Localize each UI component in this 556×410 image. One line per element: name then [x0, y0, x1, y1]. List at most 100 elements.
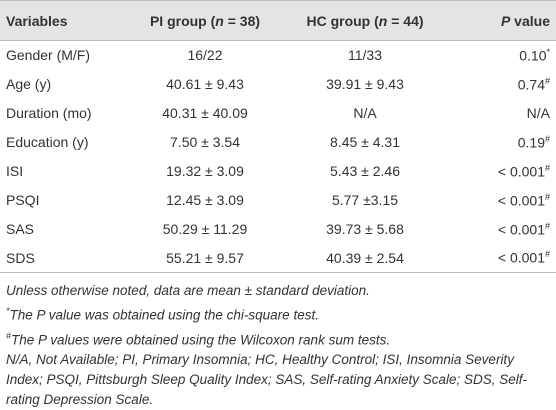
cell-text: SAS — [6, 221, 35, 237]
table-cell: Age (y) — [0, 70, 125, 99]
cell-text: SDS — [6, 249, 35, 266]
cell-mark: # — [544, 162, 550, 173]
cell-text: 16/22 — [187, 47, 223, 64]
cell-text: 12.45 ± 3.09 — [166, 192, 244, 208]
table-cell: 39.91 ± 9.43 — [285, 70, 445, 99]
cell-text: 40.31 ± 40.09 — [162, 105, 248, 121]
note-abbreviations: N/A, Not Available; PI, Primary Insomnia… — [6, 352, 527, 407]
table-cell: Education (y) — [0, 128, 125, 157]
note-mark: # — [6, 330, 12, 341]
note-mark: * — [6, 306, 10, 316]
note-summary: Unless otherwise noted, data are mean ± … — [6, 283, 370, 298]
cell-mark: # — [544, 133, 550, 144]
cell-text: 0.10 — [519, 47, 547, 64]
table-cell: 40.31 ± 40.09 — [125, 99, 285, 128]
cell-mark: * — [546, 46, 550, 57]
table-cell: 11/33 — [285, 41, 445, 70]
table-cell: < 0.001# — [445, 186, 556, 215]
cell-text: < 0.001 — [497, 250, 545, 267]
header-text: P — [500, 12, 511, 29]
table-cell: SDS — [0, 243, 125, 273]
cell-text: Gender (M/F) — [6, 47, 91, 64]
header-text: HC group ( — [306, 12, 379, 29]
table-cell: PSQI — [0, 186, 125, 215]
cell-text: < 0.001 — [497, 221, 545, 238]
cell-mark: # — [544, 249, 550, 260]
table-row: SDS 55.21 ± 9.57 40.39 ± 2.54 < 0.001# — [0, 243, 556, 273]
table-row: Gender (M/F) 16/22 11/33 0.10* — [0, 41, 556, 70]
note-hash: #The P values were obtained using the Wi… — [6, 326, 550, 351]
table-cell: ISI — [0, 157, 125, 186]
table-row: PSQI 12.45 ± 3.09 5.77 ±3.15 < 0.001# — [0, 186, 556, 215]
table-cell: 7.50 ± 3.54 — [125, 128, 285, 157]
cell-text: 7.50 ± 3.54 — [170, 134, 240, 150]
cell-text: 19.32 ± 3.09 — [166, 163, 244, 179]
cell-text: PSQI — [6, 192, 40, 208]
cell-text: 39.73 ± 5.68 — [326, 221, 404, 237]
cell-text: 50.29 ± 11.29 — [162, 221, 248, 237]
cell-text: 40.61 ± 9.43 — [166, 76, 244, 92]
cell-text: < 0.001 — [497, 192, 545, 209]
table-cell: 5.77 ±3.15 — [285, 186, 445, 215]
data-table: Variables PI group (n = 38) HC group (n … — [0, 0, 556, 273]
table-cell: Duration (mo) — [0, 99, 125, 128]
cell-text: 11/33 — [348, 47, 382, 64]
cell-text: N/A — [353, 105, 377, 121]
table-cell: 39.73 ± 5.68 — [285, 215, 445, 244]
header-cell: PI group (n = 38) — [125, 0, 285, 41]
table-row: Education (y) 7.50 ± 3.54 8.45 ± 4.31 0.19# — [0, 128, 556, 157]
cell-mark: # — [544, 220, 550, 231]
table-cell: 40.39 ± 2.54 — [285, 243, 445, 273]
table-cell: N/A — [285, 99, 445, 128]
header-text: PI group ( — [149, 12, 216, 29]
cell-text: N/A — [526, 105, 550, 121]
table-cell: 0.74# — [445, 70, 556, 99]
cell-text: Age (y) — [6, 76, 52, 92]
cell-mark: # — [544, 191, 550, 202]
note-text: The P value was obtained using the chi-s… — [9, 307, 319, 323]
header-text: n — [378, 12, 388, 29]
table-cell: 0.19# — [445, 128, 556, 157]
table-body: Gender (M/F) 16/22 11/33 0.10* Age (y) 40.61 … — [0, 41, 556, 273]
cell-text: 0.74 — [517, 76, 545, 93]
table-row: Duration (mo) 40.31 ± 40.09 N/A N/A — [0, 99, 556, 128]
table-cell: N/A — [445, 99, 556, 128]
table-cell: 12.45 ± 3.09 — [125, 186, 285, 215]
table-cell: 50.29 ± 11.29 — [125, 215, 285, 244]
table-cell: < 0.001# — [445, 215, 556, 244]
table-cell: 40.61 ± 9.43 — [125, 70, 285, 99]
header-cell: HC group (n = 44) — [285, 0, 445, 41]
cell-text: 5.43 ± 2.46 — [330, 163, 400, 179]
cell-mark: # — [544, 75, 550, 86]
header-text: = 38) — [223, 12, 261, 29]
cell-text: Education (y) — [6, 134, 89, 150]
table-cell: < 0.001# — [445, 243, 556, 273]
header-text: n — [215, 12, 224, 29]
cell-text: < 0.001 — [497, 163, 545, 180]
table-cell: Gender (M/F) — [0, 41, 125, 70]
cell-text: 39.91 ± 9.43 — [326, 76, 404, 92]
table-cell: < 0.001# — [445, 157, 556, 186]
header-cell: Variables — [0, 0, 125, 41]
table-row: ISI 19.32 ± 3.09 5.43 ± 2.46 < 0.001# — [0, 157, 556, 186]
cell-text: ISI — [6, 163, 24, 179]
table-cell: 19.32 ± 3.09 — [125, 157, 285, 186]
cell-text: 8.45 ± 4.31 — [330, 134, 400, 150]
cell-text: 40.39 ± 2.54 — [326, 249, 404, 266]
cell-text: 55.21 ± 9.57 — [166, 249, 244, 266]
note-text: The P values were obtained using the Wil… — [11, 332, 391, 347]
table-cell: 5.43 ± 2.46 — [285, 157, 445, 186]
header-row: Variables PI group (n = 38) HC group (n … — [0, 0, 556, 41]
table-cell: 55.21 ± 9.57 — [125, 243, 285, 273]
header-text: value — [510, 12, 550, 29]
table-row: Age (y) 40.61 ± 9.43 39.91 ± 9.43 0.74# — [0, 70, 556, 99]
footnotes: Unless otherwise noted, data are mean ± … — [0, 273, 556, 410]
header-text: = 44) — [387, 12, 424, 29]
table-row: SAS 50.29 ± 11.29 39.73 ± 5.68 < 0.001# — [0, 215, 556, 244]
table-cell: 8.45 ± 4.31 — [285, 128, 445, 157]
header-text: Variables — [6, 12, 68, 29]
cell-text: Duration (mo) — [6, 105, 92, 121]
cell-text: 0.19 — [517, 134, 545, 151]
header-cell: P value — [445, 0, 556, 41]
